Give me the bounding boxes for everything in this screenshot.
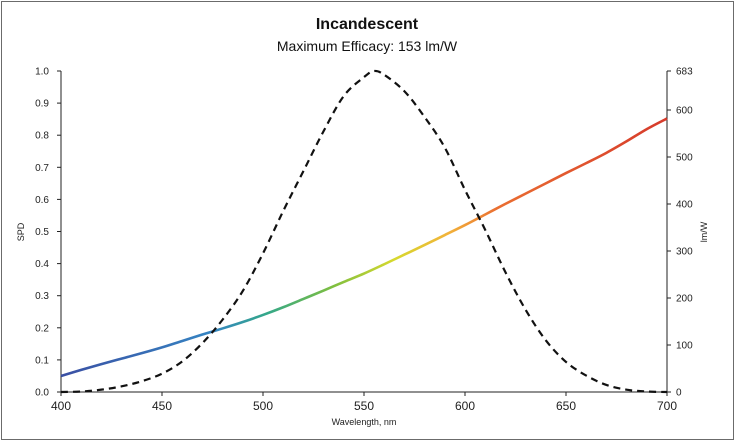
y-left-tick-label: 0.3 bbox=[35, 291, 49, 302]
y-left-tick-label: 0.1 bbox=[35, 355, 49, 366]
x-axis-label: Wavelength, nm bbox=[332, 417, 397, 427]
y-right-tick-label: 0 bbox=[676, 388, 682, 399]
y-left-tick-label: 0.0 bbox=[35, 388, 49, 399]
x-tick-label: 550 bbox=[354, 399, 374, 413]
x-tick-label: 450 bbox=[152, 399, 172, 413]
x-tick-label: 400 bbox=[51, 399, 71, 413]
y-left-tick-label: 0.7 bbox=[35, 163, 49, 174]
y-left-tick-label: 0.9 bbox=[35, 99, 49, 110]
chart-subtitle: Maximum Efficacy: 153 lm/W bbox=[277, 38, 458, 54]
y-left-tick-label: 0.6 bbox=[35, 195, 49, 206]
y-left-tick-label: 0.5 bbox=[35, 227, 49, 238]
y-right-tick-label: 600 bbox=[676, 106, 693, 117]
y-right-tick-label: 400 bbox=[676, 200, 693, 211]
chart-title: Incandescent bbox=[316, 16, 419, 33]
y-right-tick-labels: 0 100 200 300 400 500 600 683 bbox=[667, 67, 693, 399]
x-tick-labels: 400 450 500 550 600 650 700 bbox=[51, 392, 677, 413]
y-axis-right-label: lm/W bbox=[699, 221, 709, 242]
y-left-tick-labels: 0.0 0.1 0.2 0.3 0.4 0.5 0.6 0.7 0.8 0.9 1.0 bbox=[35, 67, 61, 399]
y-right-tick-label: 683 bbox=[676, 67, 693, 78]
y-right-tick-label: 300 bbox=[676, 247, 693, 258]
y-left-tick-label: 1.0 bbox=[35, 67, 49, 78]
y-left-tick-label: 0.4 bbox=[35, 259, 49, 270]
y-right-tick-label: 200 bbox=[676, 294, 693, 305]
x-tick-label: 500 bbox=[253, 399, 273, 413]
y-axis-left-label: SPD bbox=[16, 222, 26, 241]
y-right-tick-label: 500 bbox=[676, 153, 693, 164]
series-spd-line bbox=[60, 117, 668, 378]
x-tick-label: 700 bbox=[657, 399, 677, 413]
y-right-tick-label: 100 bbox=[676, 341, 693, 352]
x-tick-label: 650 bbox=[556, 399, 576, 413]
x-tick-label: 600 bbox=[455, 399, 475, 413]
y-left-tick-label: 0.8 bbox=[35, 131, 49, 142]
y-left-tick-label: 0.2 bbox=[35, 323, 49, 334]
series-efficacy-dashed-line bbox=[60, 69, 668, 394]
